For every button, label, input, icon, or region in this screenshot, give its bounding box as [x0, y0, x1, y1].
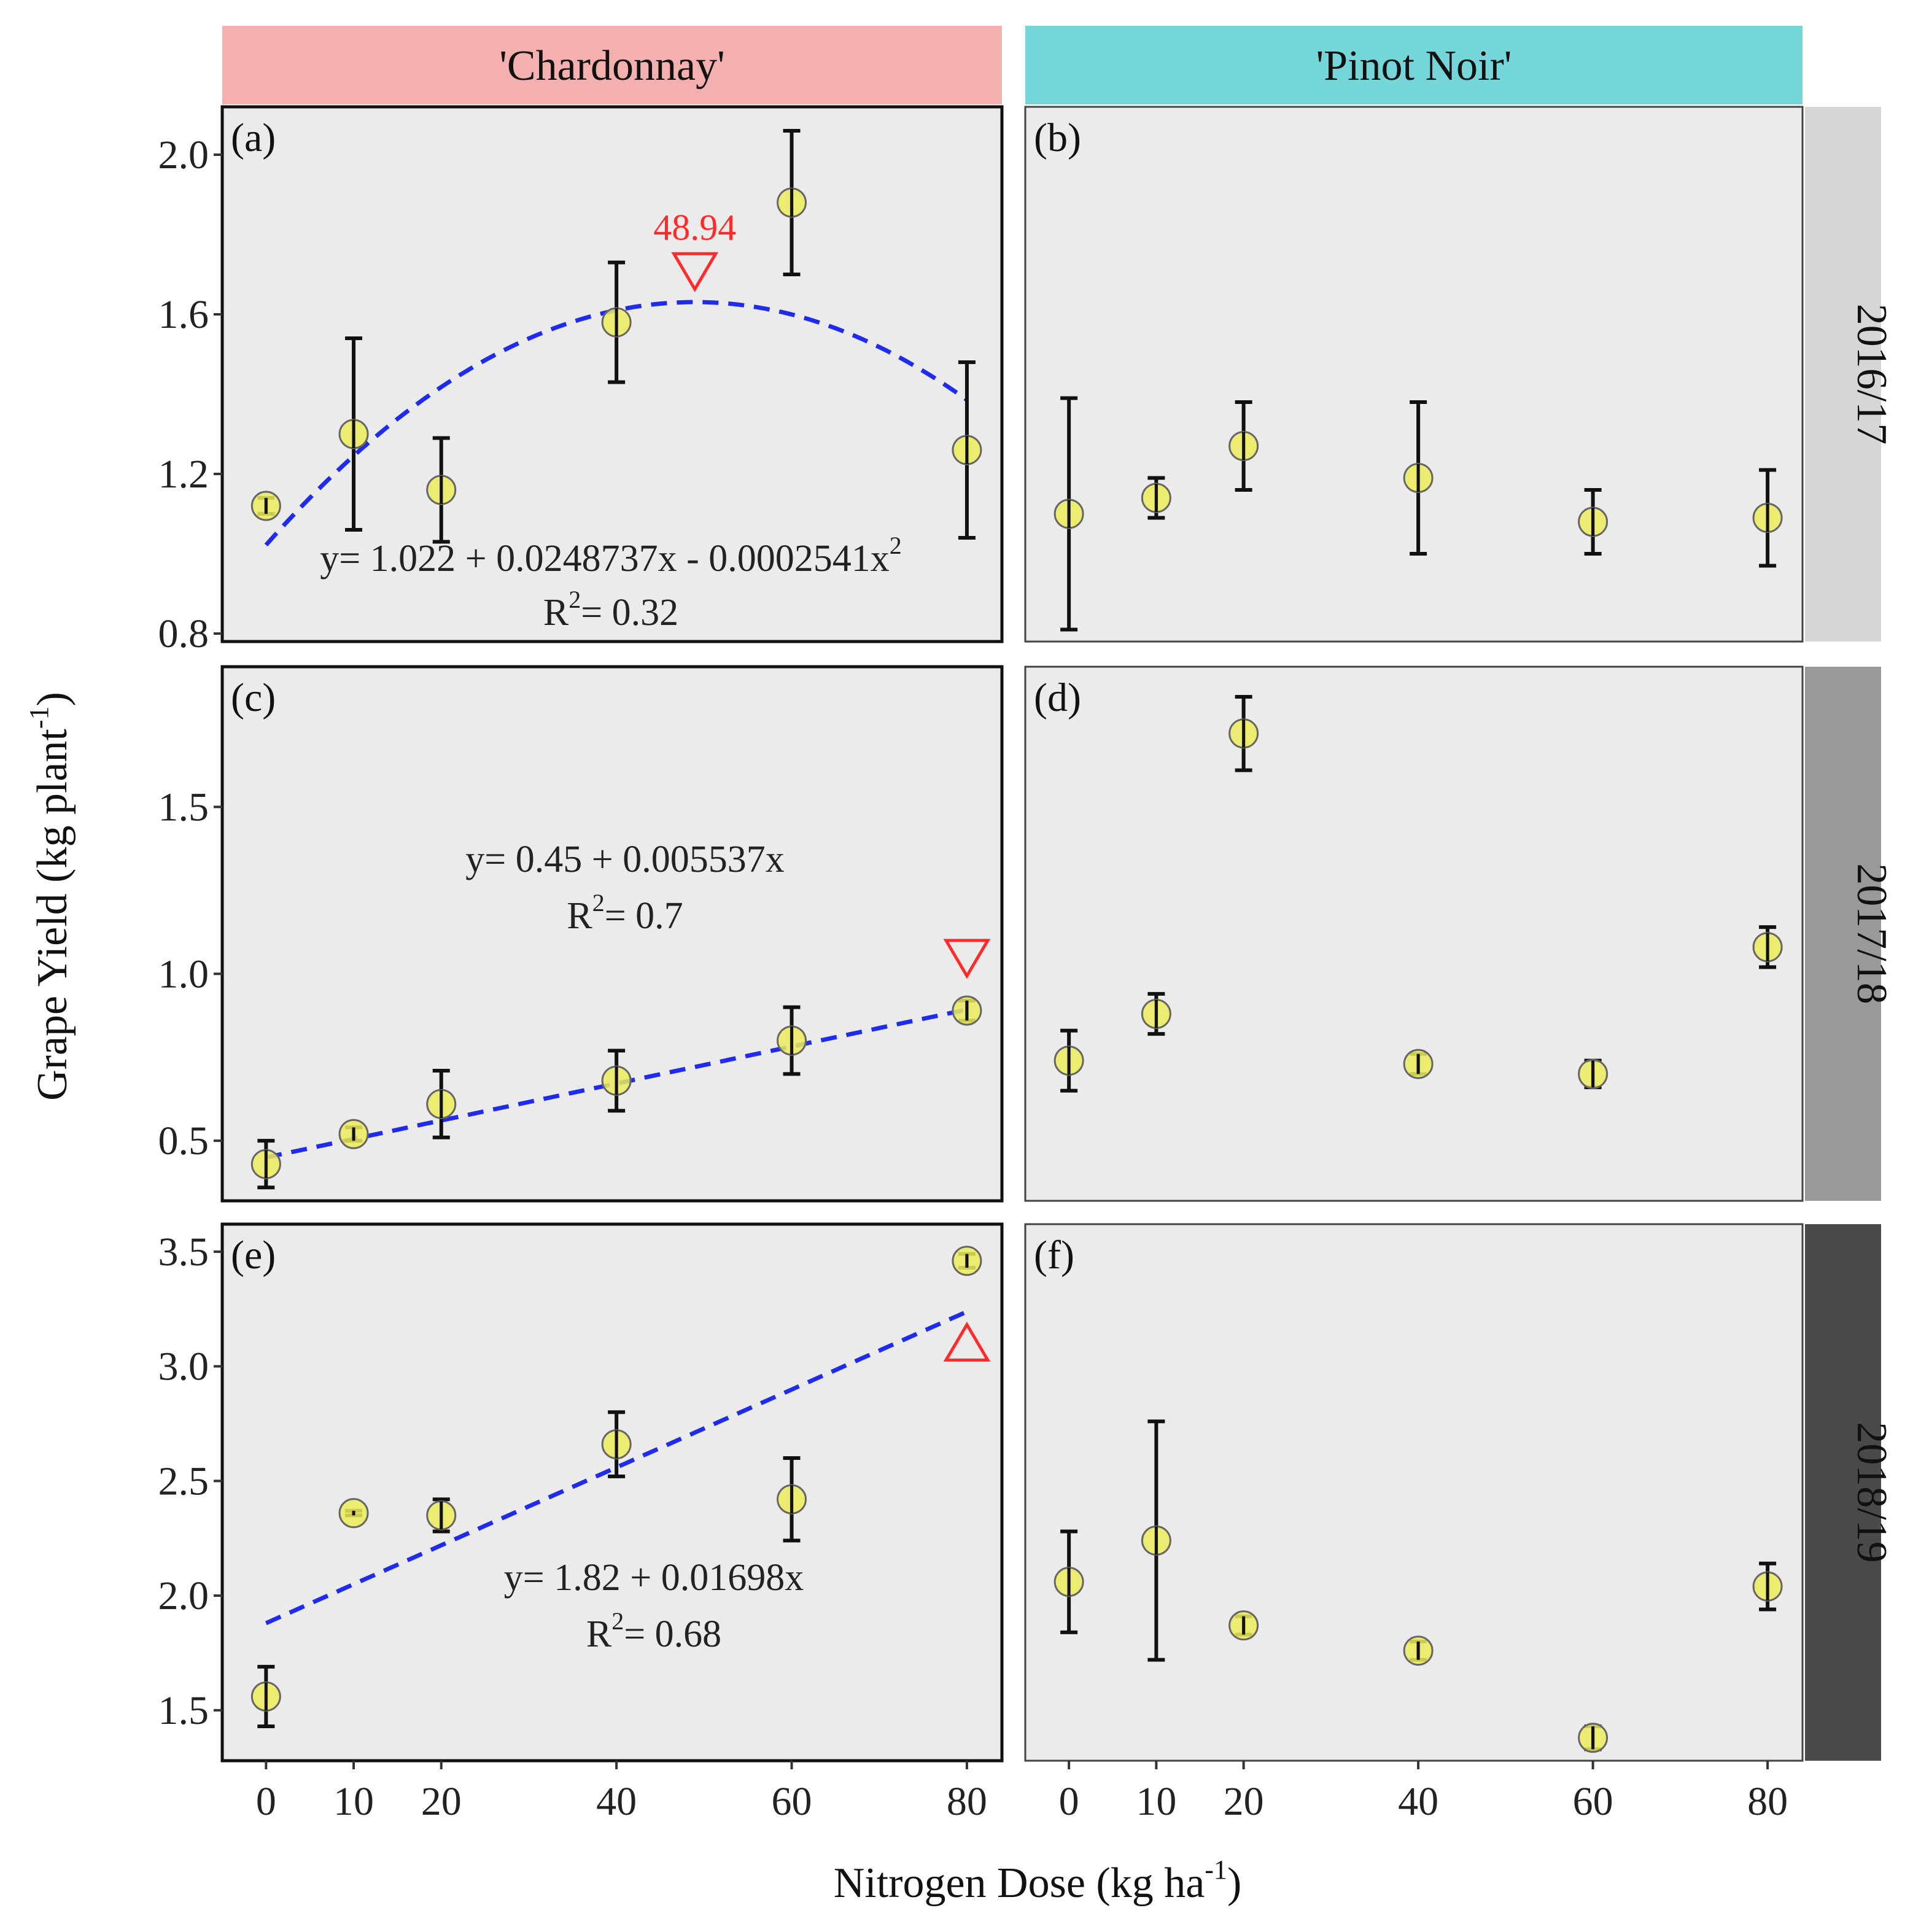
regression-equation-superscript: 2 [890, 532, 902, 559]
y-tick-label: 1.0 [158, 952, 209, 996]
r-squared-label: R2= 0.7 [567, 889, 683, 937]
regression-fit-line [265, 1007, 968, 1160]
column-strip-label-0: 'Chardonnay' [499, 42, 724, 90]
r-squared-superscript: 2 [569, 586, 581, 613]
y-tick-label: 0.5 [158, 1119, 209, 1163]
panel-d: (d) [1024, 665, 1804, 1202]
x-tick-label: 60 [772, 1779, 812, 1824]
panel-a: (a) 0.8 1.2 1.6 2.0 48.94 y= 1.022 + 0.0248737… [158, 105, 1004, 656]
row-strip-0 [1805, 107, 1881, 642]
regression-equation: y= 0.45 + 0.005537x [465, 839, 784, 880]
r-squared-superscript: 2 [611, 1607, 624, 1635]
x-axis-title-text: Nitrogen Dose (kg ha [834, 1860, 1205, 1907]
row-strip-label-2: 2018/19 [1848, 1422, 1895, 1562]
x-tick-label: 10 [333, 1779, 374, 1824]
panel-b: (b) [1024, 106, 1804, 643]
x-tick-label: 0 [256, 1779, 276, 1824]
panel-background [220, 1222, 1004, 1763]
facet-panels: (a) 0.8 1.2 1.6 2.0 48.94 y= 1.022 + 0.0248737… [158, 105, 1804, 1824]
y-axis-title: Grape Yield (kg plant-1) [24, 692, 76, 1101]
panel-background [1024, 106, 1804, 643]
r-squared-prefix: R [543, 592, 569, 634]
x-tick-label: 20 [1224, 1779, 1264, 1824]
r-squared-prefix: R [567, 895, 592, 937]
y-tick-label: 3.5 [158, 1230, 209, 1274]
x-tick-label: 80 [1747, 1779, 1788, 1824]
r-squared-value: = 0.32 [581, 592, 678, 634]
panel-tag: (d) [1034, 675, 1081, 720]
y-tick-label: 1.2 [158, 452, 209, 497]
panel-tag: (b) [1034, 115, 1081, 160]
x-tick-label: 10 [1136, 1779, 1176, 1824]
y-tick-label: 1.5 [158, 1688, 209, 1733]
y-tick-label: 2.0 [158, 1573, 209, 1618]
x-tick-label: 20 [421, 1779, 462, 1824]
r-squared-value: = 0.7 [605, 895, 683, 937]
r-squared-label: R2= 0.68 [586, 1607, 721, 1655]
row-strip-label-1: 2017/18 [1848, 863, 1895, 1004]
optimum-triangle-marker [943, 1321, 991, 1362]
r-squared-superscript: 2 [592, 889, 605, 917]
panel-e: (e) 1.5 2.0 2.5 3.0 3.5 0 10 20 40 60 80 y= 1.82 + 0… [158, 1222, 1004, 1824]
r-squared-prefix: R [586, 1613, 612, 1655]
x-tick-label: 40 [1398, 1779, 1438, 1824]
x-tick-label: 40 [596, 1779, 637, 1824]
y-tick-label: 0.8 [158, 611, 209, 656]
y-tick-label: 2.5 [158, 1459, 209, 1503]
regression-equation-text: y= 0.45 + 0.005537x [465, 839, 784, 880]
panel-c: (c) 0.5 1.0 1.5 y= 0.45 + 0.005537x R2= 0.7 [158, 665, 1004, 1203]
regression-equation-text: y= 1.022 + 0.0248737x - 0.0002541x [320, 538, 890, 580]
regression-equation: y= 1.82 + 0.01698x [504, 1557, 804, 1599]
regression-equation-text: y= 1.82 + 0.01698x [504, 1557, 804, 1599]
facet-strips: 'Chardonnay' 'Pinot Noir' 2016/17 2017/18 20… [222, 26, 1895, 1761]
optimum-triangle-marker [671, 252, 719, 293]
regression-fit-line [264, 300, 968, 547]
r-squared-value: = 0.68 [624, 1613, 721, 1655]
row-strip-1 [1805, 667, 1881, 1201]
y-tick-label: 2.0 [158, 133, 209, 177]
regression-equation: y= 1.022 + 0.0248737x - 0.0002541x2 [320, 532, 902, 580]
y-axis-title-end: ) [29, 692, 76, 706]
x-tick-label: 80 [947, 1779, 987, 1824]
x-tick-label: 60 [1573, 1779, 1613, 1824]
row-strip-2 [1805, 1224, 1881, 1761]
r-squared-label: R2= 0.32 [543, 586, 678, 634]
y-axis-title-text: Grape Yield (kg plant [29, 729, 76, 1101]
panel-tag: (c) [231, 675, 276, 720]
panel-tag: (a) [231, 115, 276, 160]
y-tick-label: 1.5 [158, 785, 209, 829]
column-strip-1 [1025, 26, 1803, 104]
column-strip-label-1: 'Pinot Noir' [1316, 42, 1512, 90]
x-axis-title: Nitrogen Dose (kg ha-1) [834, 1855, 1242, 1907]
panel-background [1024, 1223, 1804, 1762]
optimum-dose-label: 48.94 [653, 208, 736, 248]
y-tick-label: 1.6 [158, 292, 209, 337]
panel-background [1024, 665, 1804, 1202]
y-tick-label: 3.0 [158, 1344, 209, 1389]
column-strip-0 [222, 26, 1002, 104]
panel-tag: (e) [231, 1233, 276, 1278]
x-axis-title-end: ) [1227, 1860, 1241, 1907]
y-axis-title-superscript: -1 [24, 706, 54, 729]
panel-tag: (f) [1034, 1233, 1074, 1278]
x-axis-title-superscript: -1 [1205, 1855, 1227, 1885]
optimum-triangle-marker [943, 939, 991, 979]
panel-f: (f) 0 10 20 40 60 80 [1024, 1223, 1804, 1824]
axes-labels: Nitrogen Dose (kg ha-1) Grape Yield (kg … [24, 692, 1241, 1907]
x-tick-label: 0 [1059, 1779, 1079, 1824]
row-strip-label-0: 2016/17 [1848, 304, 1895, 444]
